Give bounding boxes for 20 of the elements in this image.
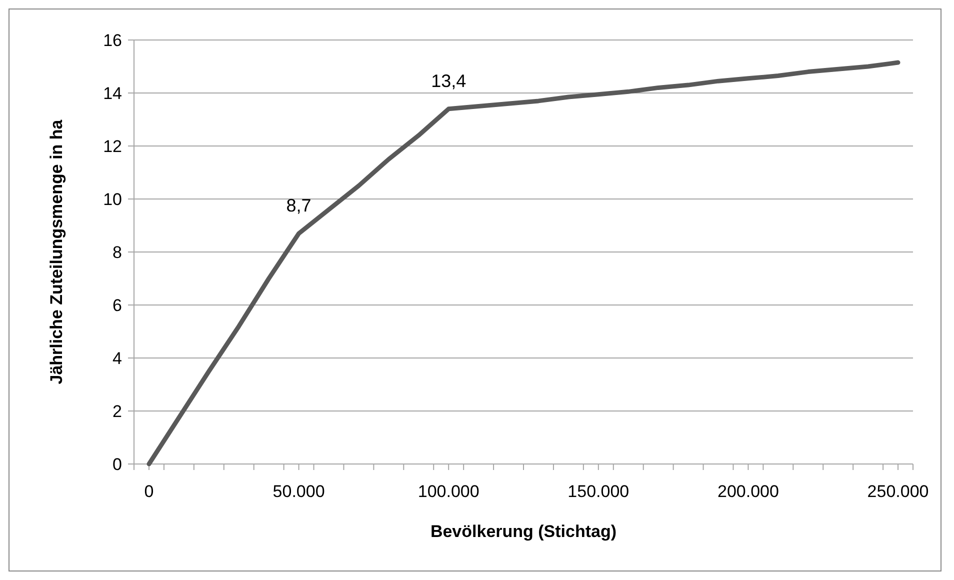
y-tick-label: 12 <box>103 136 122 156</box>
y-tick-label: 10 <box>103 190 122 209</box>
x-tick-label: 100.000 <box>418 482 480 501</box>
x-tick-label: 250.000 <box>867 482 929 501</box>
x-tick-label: 0 <box>144 482 154 501</box>
line-series <box>146 60 900 466</box>
y-tick-label: 0 <box>112 454 122 474</box>
y-axis-title: Jährliche Zuteilungsmenge in ha <box>47 119 66 384</box>
annotation: 13,4 <box>431 70 466 91</box>
y-tick-label: 4 <box>112 348 122 368</box>
y-tick-label: 14 <box>103 84 122 103</box>
y-tick-label: 8 <box>112 242 122 262</box>
x-tick-label: 150.000 <box>568 482 630 501</box>
y-tick-label: 6 <box>112 296 122 315</box>
x-axis-title: Bevölkerung (Stichtag) <box>430 522 617 541</box>
y-tick-label: 16 <box>103 30 122 50</box>
y-tick-label: 2 <box>112 402 122 421</box>
x-tick-label: 50.000 <box>272 482 325 501</box>
x-tick-label: 200.000 <box>717 482 779 501</box>
annotation: 8,7 <box>286 195 312 216</box>
